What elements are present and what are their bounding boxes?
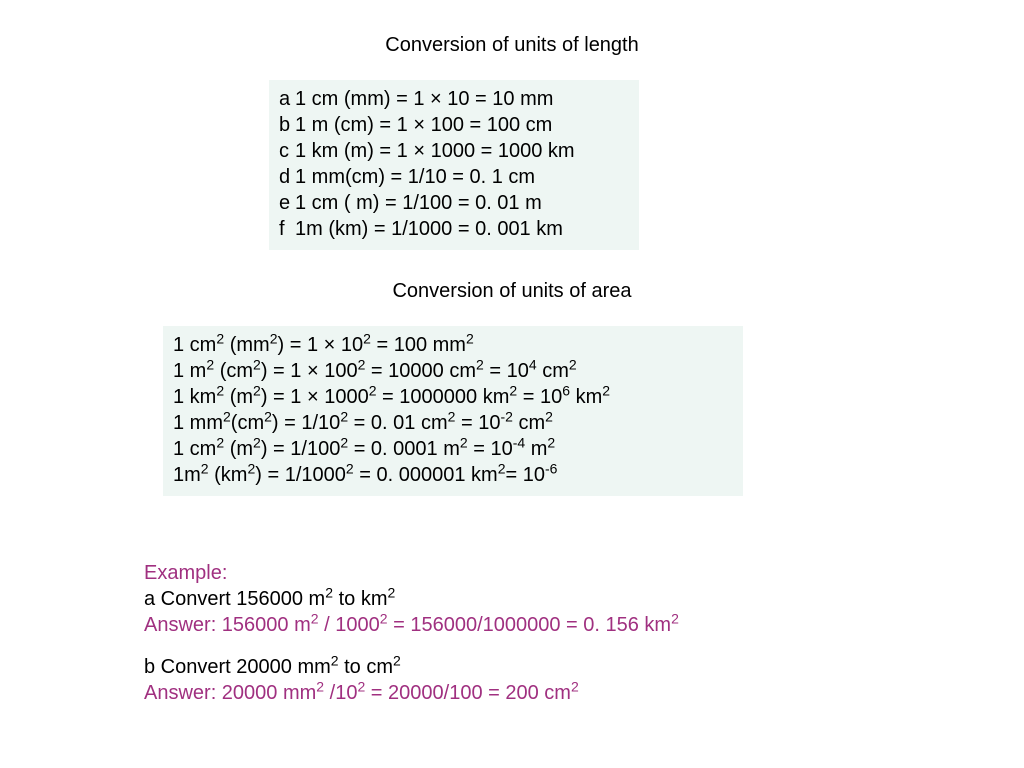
row-letter: a [279,86,295,112]
area-row: 1 km2 (m2) = 1 × 10002 = 1000000 km2 = 1… [173,384,733,410]
area-row: 1 cm2 (m2) = 1/1002 = 0. 0001 m2 = 10-4 … [173,436,733,462]
row-letter: d [279,164,295,190]
examples-block: Example: a Convert 156000 m2 to km2 Answ… [144,560,864,706]
row-text: 1 m (cm) = 1 × 100 = 100 cm [295,114,552,136]
row-text: 1m (km) = 1/1000 = 0. 001 km [295,218,563,240]
row-letter: b [279,112,295,138]
example-question: b Convert 20000 mm2 to cm2 [144,654,864,680]
heading-area: Conversion of units of area [0,280,1024,303]
area-conversion-box: 1 cm2 (mm2) = 1 × 102 = 100 mm2 1 m2 (cm… [163,326,743,496]
example-answer: Answer: 156000 m2 / 10002 = 156000/10000… [144,612,864,638]
row-letter: f [279,216,295,242]
length-row: d1 mm(cm) = 1/10 = 0. 1 cm [279,164,629,190]
length-conversion-box: a1 cm (mm) = 1 × 10 = 10 mm b1 m (cm) = … [269,80,639,250]
row-text: 1 cm (mm) = 1 × 10 = 10 mm [295,88,553,110]
row-text: 1 cm ( m) = 1/100 = 0. 01 m [295,192,542,214]
example-heading: Example: [144,560,864,586]
slide: Conversion of units of length a1 cm (mm)… [0,0,1024,768]
heading-length: Conversion of units of length [0,34,1024,57]
spacer [144,638,864,654]
length-row: e1 cm ( m) = 1/100 = 0. 01 m [279,190,629,216]
row-text: 1 km (m) = 1 × 1000 = 1000 km [295,140,575,162]
area-row: 1 m2 (cm2) = 1 × 1002 = 10000 cm2 = 104 … [173,358,733,384]
example-answer: Answer: 20000 mm2 /102 = 20000/100 = 200… [144,680,864,706]
example-question: a Convert 156000 m2 to km2 [144,586,864,612]
area-row: 1m2 (km2) = 1/10002 = 0. 000001 km2= 10-… [173,462,733,488]
length-row: c1 km (m) = 1 × 1000 = 1000 km [279,138,629,164]
length-row: a1 cm (mm) = 1 × 10 = 10 mm [279,86,629,112]
row-text: 1 mm(cm) = 1/10 = 0. 1 cm [295,166,535,188]
length-row: b1 m (cm) = 1 × 100 = 100 cm [279,112,629,138]
row-letter: e [279,190,295,216]
area-row: 1 cm2 (mm2) = 1 × 102 = 100 mm2 [173,332,733,358]
row-letter: c [279,138,295,164]
area-row: 1 mm2(cm2) = 1/102 = 0. 01 cm2 = 10-2 cm… [173,410,733,436]
length-row: f1m (km) = 1/1000 = 0. 001 km [279,216,629,242]
